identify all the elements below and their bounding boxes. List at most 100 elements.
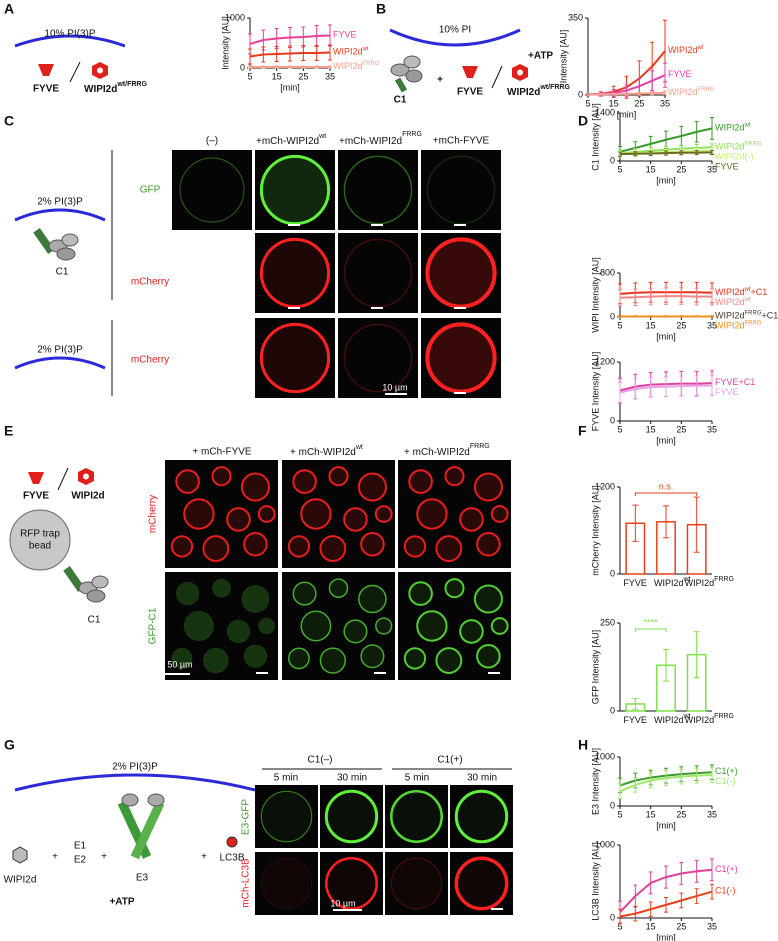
micrograph-bg: [165, 572, 278, 680]
y-tick-label: 0: [610, 705, 615, 715]
x-tick-label: 15: [646, 164, 656, 174]
scale-label: 10 µm: [382, 382, 407, 392]
column-sup: wt: [318, 133, 326, 140]
micrograph-bg: [421, 150, 501, 230]
micrograph-bg: [450, 852, 513, 915]
row-label: mCherry: [148, 495, 159, 533]
y-axis-label: C1 Intensity [AU]: [590, 103, 600, 171]
legend-label: WIPI2d: [333, 47, 363, 57]
x-axis-label: [min]: [656, 435, 676, 445]
panel-label: G: [4, 737, 15, 753]
row-label: mCherry: [131, 277, 169, 288]
vesicle: [444, 466, 465, 487]
atp-label: +ATP: [528, 51, 553, 62]
vesicle: [328, 578, 349, 598]
vesicle: [226, 507, 251, 532]
y-tick-label: 0: [610, 415, 615, 425]
legend-sup: wt: [744, 296, 751, 302]
micrograph: [338, 233, 418, 313]
y-tick-label: 350: [568, 12, 583, 22]
legend-label: WIPI2dwt: [333, 46, 369, 57]
vesicle: [360, 531, 385, 557]
trap-bead: [9, 509, 71, 571]
error-bar: [663, 648, 669, 682]
column-sup: wt: [355, 444, 363, 451]
membrane-label: 2% PI(3)P: [37, 345, 83, 356]
condition-header: C1(+): [437, 755, 462, 766]
micrograph: [282, 460, 395, 568]
vesicle: [343, 507, 368, 532]
error-bar: [693, 631, 700, 679]
vesicle: [211, 466, 232, 487]
legend-sup: wt: [697, 45, 704, 51]
panel-label: H: [578, 737, 588, 753]
vesicle: [390, 790, 443, 843]
error-bar: [618, 151, 622, 157]
x-tick-label: FYVE: [623, 578, 647, 588]
series-line: [619, 890, 713, 918]
column-header: +mCh-WIPI2d: [339, 136, 402, 147]
micrograph: [255, 150, 335, 230]
vesicle: [179, 157, 245, 223]
micrograph-bg: [255, 233, 335, 313]
series-line: [619, 295, 712, 299]
e3-icon: [117, 793, 165, 860]
x-tick-label: 35: [325, 71, 335, 81]
legend-label: FYVE+C1: [715, 378, 755, 388]
vesicle: [259, 322, 331, 394]
legend-label: C1(-): [715, 777, 736, 787]
vesicle: [319, 647, 347, 674]
vesicle: [425, 237, 497, 309]
x-tick-label: WIPI2d: [654, 715, 684, 725]
legend-sup: FRRG: [745, 320, 762, 326]
x-tick-label: FYVE: [623, 715, 647, 725]
vesicle: [374, 505, 393, 523]
wipi-icon: [517, 69, 523, 76]
vesicle: [490, 505, 509, 523]
lc3b-icon: [226, 836, 238, 848]
y-axis-label: WIPI Intensity [AU]: [590, 257, 600, 333]
slash: [57, 467, 69, 491]
legend-suffix: +C1: [751, 287, 768, 297]
vesicle: [426, 155, 496, 225]
legend-label: WIPI2d: [715, 311, 745, 321]
row-label: E3-GFP: [241, 799, 252, 835]
legend-label: C1(+): [715, 864, 738, 874]
x-tick-label: 5: [617, 164, 622, 174]
legend-label: C1(+): [715, 767, 738, 777]
x-tick-label: 15: [646, 320, 656, 330]
y-tick-label: 1000: [225, 12, 245, 22]
slash: [69, 61, 81, 83]
legend-label: C1(-): [715, 886, 736, 896]
slash: [491, 65, 503, 89]
error-bar: [632, 504, 639, 542]
micrograph-bg: [338, 318, 418, 398]
significance-bracket: [634, 492, 698, 496]
micrograph-bg: [255, 150, 335, 230]
legend-label: WIPI2dFRRG: [715, 320, 762, 331]
lc3b-label: LC3B: [219, 853, 244, 864]
vesicle: [287, 535, 311, 558]
fyve-label: FYVE: [23, 491, 49, 502]
column-header: +mCh-WIPI2dFRRG: [339, 131, 422, 147]
x-tick-sup: FRRG: [714, 576, 734, 583]
legend-label: WIPI2d: [715, 287, 745, 297]
vesicle: [454, 789, 509, 844]
vesicle: [325, 857, 378, 910]
e2-label: E2: [74, 855, 87, 866]
vesicle: [175, 581, 200, 606]
x-tick-label: 35: [707, 809, 717, 819]
row-label: mCherry: [131, 355, 169, 366]
micrograph: [338, 150, 418, 230]
y-axis-label: Intensity [AU]: [220, 16, 230, 70]
column-header: + mCh-WIPI2dwt: [290, 444, 363, 458]
panel-label: A: [4, 1, 14, 17]
vesicle: [319, 535, 347, 562]
x-tick-label: 25: [634, 98, 644, 108]
c1-label: C1: [56, 267, 69, 278]
time-header: 5 min: [405, 773, 429, 784]
legend-label: WIPI2dFRRG+C1: [715, 310, 778, 321]
series-line: [619, 151, 713, 156]
legend-label: WIPI2d: [715, 321, 745, 331]
micrograph-bg: [421, 233, 501, 313]
